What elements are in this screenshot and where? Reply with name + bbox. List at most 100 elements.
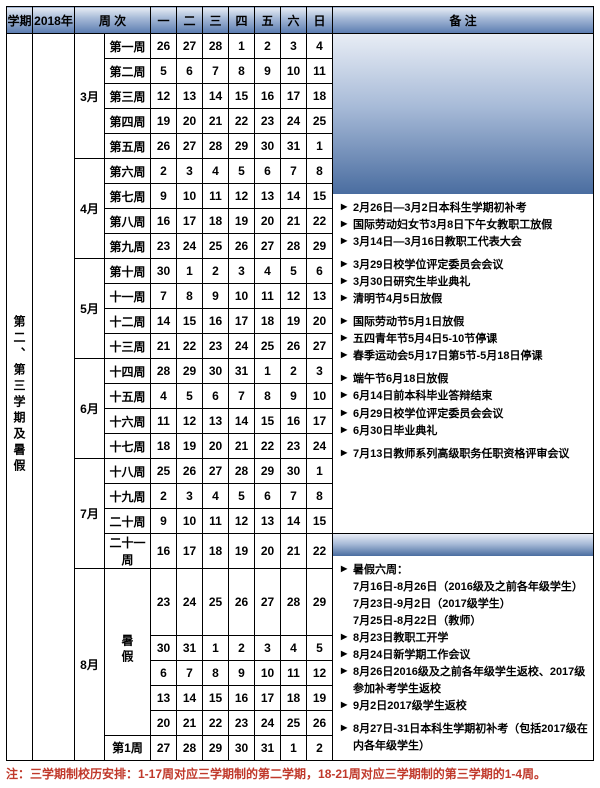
day-cell: 21 <box>281 534 307 569</box>
day-cell: 19 <box>229 534 255 569</box>
day-cell: 19 <box>307 685 333 710</box>
day-cell: 26 <box>151 134 177 159</box>
day-cell: 14 <box>281 509 307 534</box>
day-cell: 26 <box>177 459 203 484</box>
month-label: 8月 <box>75 569 105 761</box>
day-cell: 12 <box>177 409 203 434</box>
week-label: 十三周 <box>105 334 151 359</box>
day-cell: 2 <box>281 359 307 384</box>
day-cell: 26 <box>229 569 255 636</box>
day-cell: 23 <box>229 710 255 735</box>
day-cell: 21 <box>151 334 177 359</box>
day-cell: 27 <box>255 234 281 259</box>
day-cell: 30 <box>151 635 177 660</box>
week-label: 第七周 <box>105 184 151 209</box>
day-cell: 20 <box>151 710 177 735</box>
day-cell: 6 <box>255 484 281 509</box>
day-cell: 19 <box>177 434 203 459</box>
note-item: 8月26日2016级及之前各年级学生返校、2017级参加补考学生返校 <box>341 664 589 698</box>
day-cell: 23 <box>281 434 307 459</box>
day-cell: 27 <box>307 334 333 359</box>
day-cell: 31 <box>281 134 307 159</box>
note-subitem: 7月16日-8月26日（2016级及之前各年级学生） <box>341 579 589 596</box>
day-cell: 8 <box>255 384 281 409</box>
day-cell: 15 <box>307 184 333 209</box>
week-label: 十二周 <box>105 309 151 334</box>
day-cell: 19 <box>229 209 255 234</box>
month-label: 4月 <box>75 159 105 259</box>
day-cell: 16 <box>255 84 281 109</box>
day-cell: 24 <box>255 710 281 735</box>
day-cell: 1 <box>307 134 333 159</box>
day-cell: 27 <box>255 569 281 636</box>
day-cell: 21 <box>177 710 203 735</box>
day-cell: 27 <box>151 735 177 760</box>
day-cell: 30 <box>255 134 281 159</box>
day-cell: 8 <box>177 284 203 309</box>
hdr-day-4: 四 <box>229 7 255 34</box>
day-cell: 11 <box>255 284 281 309</box>
week-label: 第十周 <box>105 259 151 284</box>
week-label: 第六周 <box>105 159 151 184</box>
note-item: 清明节4月5日放假 <box>341 291 589 308</box>
week-label: 第五周 <box>105 134 151 159</box>
note-item: 3月29日校学位评定委员会会议 <box>341 257 589 274</box>
hdr-day-2: 二 <box>177 7 203 34</box>
notes-cell-1: 2月26日—3月2日本科生学期初补考国际劳动妇女节3月8日下午女教职工放假3月1… <box>333 34 594 534</box>
week-label: 十四周 <box>105 359 151 384</box>
day-cell: 14 <box>281 184 307 209</box>
week-label: 二十周 <box>105 509 151 534</box>
day-cell: 1 <box>307 459 333 484</box>
day-cell: 4 <box>255 259 281 284</box>
day-cell: 20 <box>255 534 281 569</box>
day-cell: 17 <box>255 685 281 710</box>
day-cell: 8 <box>229 59 255 84</box>
day-cell: 15 <box>177 309 203 334</box>
day-cell: 24 <box>229 334 255 359</box>
day-cell: 22 <box>203 710 229 735</box>
day-cell: 25 <box>281 710 307 735</box>
month-label: 3月 <box>75 34 105 159</box>
vacation-label: 暑假 <box>105 569 151 736</box>
day-cell: 16 <box>203 309 229 334</box>
month-label: 7月 <box>75 459 105 569</box>
day-cell: 4 <box>151 384 177 409</box>
day-cell: 31 <box>229 359 255 384</box>
day-cell: 15 <box>307 509 333 534</box>
day-cell: 5 <box>151 59 177 84</box>
table-row: 第二、第三学期及暑假3月第一周26272812342月26日—3月2日本科生学期… <box>7 34 594 59</box>
day-cell: 7 <box>151 284 177 309</box>
day-cell: 30 <box>151 259 177 284</box>
day-cell: 25 <box>203 234 229 259</box>
day-cell: 29 <box>229 134 255 159</box>
hdr-day-6: 六 <box>281 7 307 34</box>
day-cell: 24 <box>281 109 307 134</box>
day-cell: 27 <box>177 34 203 59</box>
day-cell: 9 <box>151 509 177 534</box>
day-cell: 17 <box>307 409 333 434</box>
hdr-semester: 学期 <box>7 7 33 34</box>
day-cell: 28 <box>177 735 203 760</box>
week-label: 第八周 <box>105 209 151 234</box>
day-cell: 29 <box>307 569 333 636</box>
day-cell: 11 <box>307 59 333 84</box>
day-cell: 18 <box>255 309 281 334</box>
day-cell: 10 <box>177 184 203 209</box>
day-cell: 26 <box>151 34 177 59</box>
day-cell: 28 <box>203 134 229 159</box>
day-cell: 10 <box>229 284 255 309</box>
day-cell: 6 <box>307 259 333 284</box>
week-label: 十九周 <box>105 484 151 509</box>
day-cell: 2 <box>307 735 333 760</box>
day-cell: 12 <box>151 84 177 109</box>
day-cell: 11 <box>151 409 177 434</box>
day-cell: 30 <box>281 459 307 484</box>
day-cell: 3 <box>307 359 333 384</box>
day-cell: 5 <box>229 484 255 509</box>
day-cell: 5 <box>177 384 203 409</box>
day-cell: 1 <box>281 735 307 760</box>
day-cell: 4 <box>203 484 229 509</box>
day-cell: 16 <box>229 685 255 710</box>
day-cell: 30 <box>203 359 229 384</box>
day-cell: 27 <box>177 134 203 159</box>
